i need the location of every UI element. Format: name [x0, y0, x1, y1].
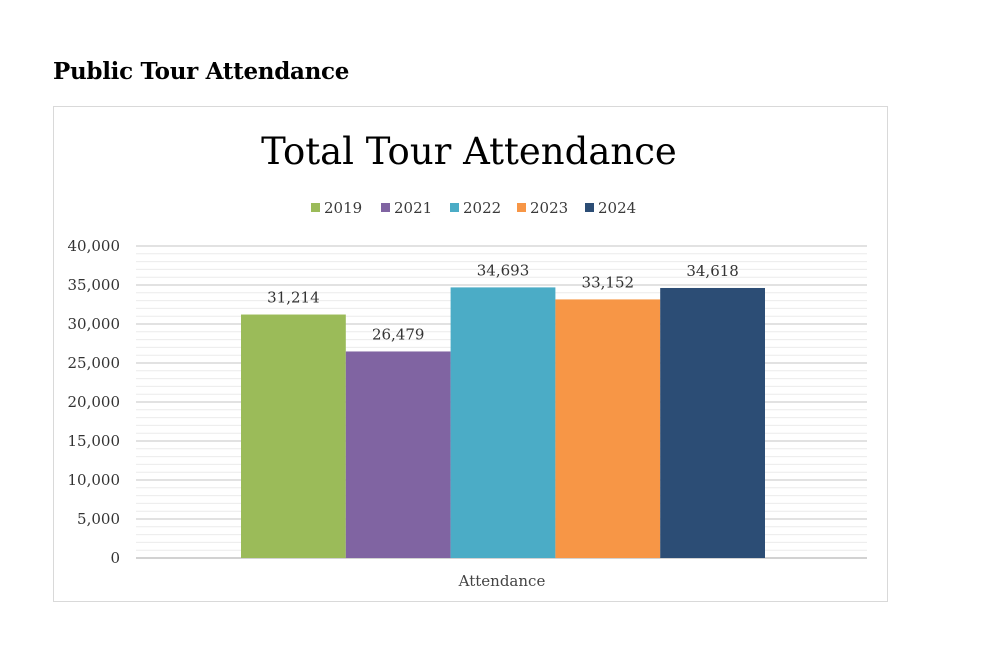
data-label-2021: 26,479: [372, 325, 425, 343]
y-tick-label: 25,000: [68, 354, 121, 372]
legend-swatch-2021: [381, 203, 390, 212]
chart-bars: [241, 287, 765, 558]
legend-label-2019: 2019: [324, 199, 362, 217]
legend-swatch-2019: [311, 203, 320, 212]
y-tick-label: 10,000: [68, 471, 121, 489]
y-tick-label: 0: [110, 549, 120, 567]
y-tick-label: 15,000: [68, 432, 121, 450]
data-label-2023: 33,152: [582, 273, 635, 291]
y-tick-label: 35,000: [68, 276, 121, 294]
chart-legend: 2019 2021 2022 2023 2024: [311, 199, 636, 217]
chart-x-axis: Attendance: [458, 572, 546, 590]
y-tick-label: 20,000: [68, 393, 121, 411]
legend-label-2021: 2021: [394, 199, 432, 217]
x-category-label: Attendance: [458, 572, 546, 590]
bar-2019: [241, 314, 346, 558]
legend-label-2023: 2023: [530, 199, 568, 217]
chart-frame: Total Tour Attendance 2019 2021 2022 2023 20…: [53, 106, 888, 602]
data-label-2022: 34,693: [477, 261, 530, 279]
bar-2022: [450, 287, 556, 558]
bar-2023: [555, 299, 661, 558]
data-label-2024: 34,618: [686, 262, 739, 280]
chart-title: Total Tour Attendance: [261, 130, 677, 173]
data-label-2019: 31,214: [267, 289, 320, 307]
y-tick-label: 40,000: [68, 237, 121, 255]
y-tick-label: 5,000: [77, 510, 120, 528]
legend-swatch-2023: [517, 203, 526, 212]
bar-2024: [660, 287, 765, 558]
section-heading: Public Tour Attendance: [53, 58, 350, 85]
chart-svg: Total Tour Attendance 2019 2021 2022 2023 20…: [68, 130, 867, 590]
y-tick-label: 30,000: [68, 315, 121, 333]
legend-label-2022: 2022: [463, 199, 501, 217]
legend-swatch-2022: [450, 203, 459, 212]
legend-swatch-2024: [585, 203, 594, 212]
chart-data-labels: 31,214 26,479 34,693 33,152 34,618: [267, 261, 739, 343]
bar-2021: [345, 351, 451, 558]
legend-label-2024: 2024: [598, 199, 636, 217]
